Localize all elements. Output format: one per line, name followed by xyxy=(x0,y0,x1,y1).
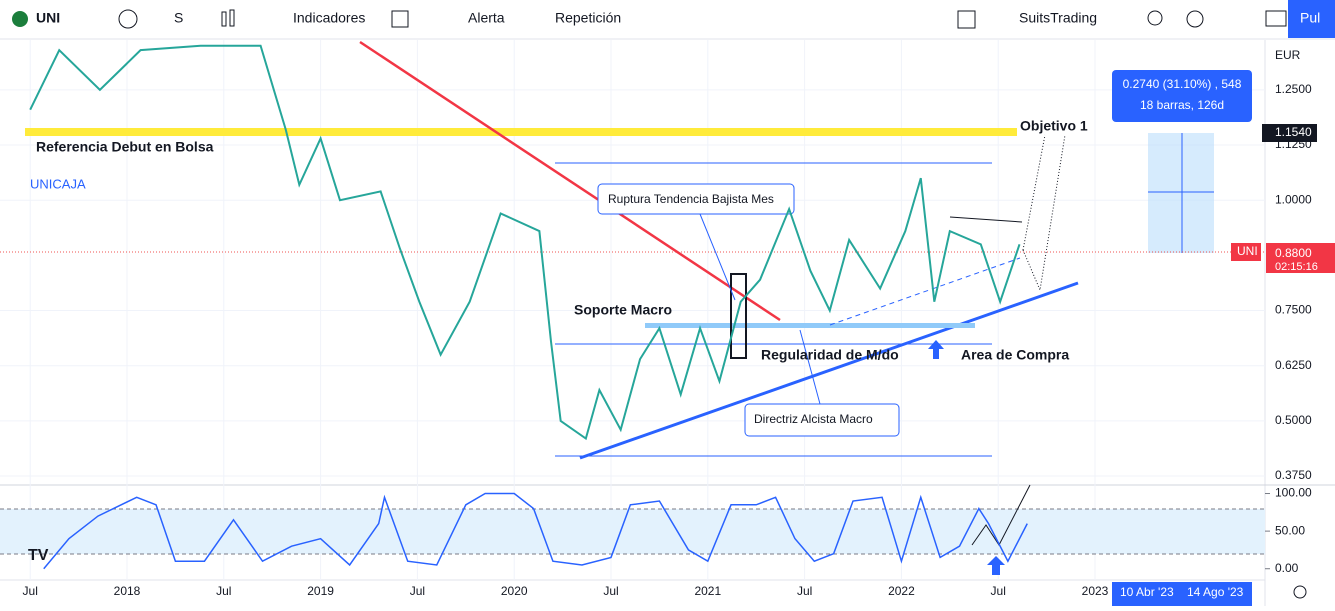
x-tick-label: 2022 xyxy=(888,584,915,598)
annotation: Directriz Alcista Macro xyxy=(754,412,873,426)
settings-icon[interactable] xyxy=(1186,10,1204,28)
symbol-price-tag xyxy=(1231,243,1261,261)
callout-box xyxy=(744,403,900,437)
annotation: Soporte Macro xyxy=(574,302,672,318)
x-tick-label: Jul xyxy=(23,584,38,598)
y-tick-label: 0.7500 xyxy=(1275,303,1312,317)
x-tick-label: Jul xyxy=(991,584,1006,598)
support-zone xyxy=(645,323,975,328)
currency: EUR xyxy=(1275,48,1301,62)
alert-button[interactable]: Alerta xyxy=(468,10,505,26)
target-price-label xyxy=(1262,124,1317,142)
x-tick-label: 2018 xyxy=(114,584,141,598)
debut-line xyxy=(25,128,1017,136)
y-tick-label: 0.00 xyxy=(1275,561,1299,575)
replay-button[interactable]: Repetición xyxy=(555,10,621,26)
x-tick-label: 2021 xyxy=(694,584,721,598)
interval[interactable]: S xyxy=(174,10,183,26)
layout-icon[interactable] xyxy=(391,10,409,28)
fullscreen-box[interactable] xyxy=(957,10,976,29)
y-tick-label: 0.6250 xyxy=(1275,358,1312,372)
annotation: Ruptura Tendencia Bajista Mes xyxy=(608,192,774,206)
publish-label: Pul xyxy=(1300,10,1320,26)
x-tick-label: Jul xyxy=(216,584,231,598)
last-price-tag xyxy=(1266,243,1335,273)
indicators-button[interactable]: Indicadores xyxy=(293,10,365,26)
measure-area xyxy=(1148,133,1214,253)
y-tick-label: 50.00 xyxy=(1275,523,1305,537)
callout-box xyxy=(597,183,795,215)
breakout-box xyxy=(730,273,747,359)
annotation: Area de Compra xyxy=(961,347,1069,363)
oscillator-projection xyxy=(971,484,1031,546)
symbol[interactable]: UNI xyxy=(36,10,60,26)
search-icon[interactable] xyxy=(1147,10,1163,26)
oscillator-line xyxy=(43,492,1028,570)
range-start: 10 Abr '23 xyxy=(1120,585,1174,599)
x-tick-label: Jul xyxy=(410,584,425,598)
bear-trendline xyxy=(359,40,781,322)
y-tick-label: 1.1250 xyxy=(1275,137,1312,151)
x-tick-label: Jul xyxy=(603,584,618,598)
callout-pointer xyxy=(699,213,736,301)
camera-icon[interactable] xyxy=(1265,10,1287,27)
annotation: Regularidad de M/do xyxy=(761,347,899,363)
measure-text: 18 barras, 126d xyxy=(1140,98,1224,112)
tv-logo: TV xyxy=(28,547,49,564)
oscillator-band xyxy=(0,509,1265,554)
annotation: Objetivo 1 xyxy=(1020,118,1088,134)
minor-trendline xyxy=(829,257,1021,326)
publish-button[interactable] xyxy=(1288,0,1335,38)
x-tick-label: 2019 xyxy=(307,584,334,598)
buy-arrow xyxy=(928,340,944,359)
candle-icon xyxy=(229,9,235,27)
target-price: 1.1540 xyxy=(1275,125,1312,139)
annotation: UNICAJA xyxy=(30,176,86,191)
bull-trendline xyxy=(579,281,1079,460)
buy-arrow xyxy=(987,556,1005,575)
range-end: 14 Ago '23 xyxy=(1187,585,1244,599)
countdown: 02:15:16 xyxy=(1275,261,1318,273)
x-tick-label: Jul xyxy=(797,584,812,598)
symbol-tag: UNI xyxy=(1237,244,1258,258)
x-tick-label: 2023 xyxy=(1082,584,1109,598)
candle-icon[interactable] xyxy=(221,11,227,27)
callout-pointer xyxy=(799,329,821,405)
resistance-line xyxy=(949,216,1023,223)
add-icon[interactable] xyxy=(118,9,138,29)
y-tick-label: 100.00 xyxy=(1275,486,1312,500)
symbol-logo xyxy=(12,11,28,27)
y-tick-label: 1.2500 xyxy=(1275,82,1312,96)
price-line xyxy=(29,44,1021,441)
toolbar: UNI S Indicadores Alerta Repetición Suit… xyxy=(0,0,1335,40)
range-box xyxy=(1112,582,1252,606)
measure-box xyxy=(1112,70,1252,122)
last-price: 0.8800 xyxy=(1275,246,1312,260)
measure-text: 0.2740 (31.10%) , 548 xyxy=(1123,77,1242,91)
y-tick-label: 0.3750 xyxy=(1275,468,1312,482)
axis-settings[interactable] xyxy=(1293,585,1307,599)
y-tick-label: 0.5000 xyxy=(1275,413,1312,427)
y-tick-label: 1.0000 xyxy=(1275,192,1312,206)
x-tick-label: 2020 xyxy=(501,584,528,598)
account-button[interactable]: SuitsTrading xyxy=(1019,10,1097,26)
annotation: Referencia Debut en Bolsa xyxy=(36,139,214,155)
